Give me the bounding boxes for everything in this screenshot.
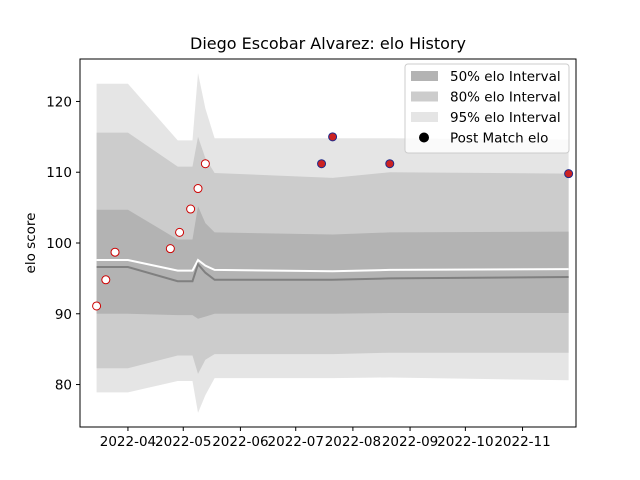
elo-point [317, 159, 327, 169]
band-50-percent [96, 206, 569, 319]
interval-bands [96, 73, 569, 413]
x-tick-label: 2022-05 [155, 434, 211, 450]
y-tick-label: 120 [46, 94, 72, 110]
x-tick-label: 2022-10 [437, 434, 493, 450]
legend-label: 95% elo Interval [450, 110, 561, 126]
elo-point [193, 184, 203, 194]
x-tick-label: 2022-09 [382, 434, 438, 450]
elo-lines [96, 258, 569, 283]
y-tick-label: 80 [55, 378, 72, 394]
y-tick-label: 110 [46, 165, 72, 181]
legend-marker [419, 132, 429, 143]
median-line [96, 262, 569, 283]
y-axis-label: elo score [23, 213, 39, 274]
legend-frame [404, 63, 570, 154]
x-tick-label: 2022-07 [268, 434, 324, 450]
elo-point [186, 204, 196, 214]
elo-point [101, 275, 111, 285]
elo-point [200, 159, 210, 169]
elo-point [165, 244, 175, 254]
x-tick-label: 2022-06 [212, 434, 268, 450]
chart-title: Diego Escobar Alvarez: elo History [190, 34, 466, 53]
y-axis-ticks: 80 90 100 110 120 [46, 94, 80, 394]
x-tick-label: 2022-04 [100, 434, 156, 450]
legend-swatch [411, 71, 438, 81]
legend: 50% elo Interval 80% elo Interval 95% elo … [404, 63, 570, 154]
legend-label: 80% elo Interval [450, 90, 561, 106]
y-tick-label: 90 [55, 307, 72, 323]
x-tick-label: 2022-08 [325, 434, 381, 450]
elo-point [92, 301, 102, 311]
legend-swatch [411, 91, 438, 102]
elo-point [564, 169, 574, 179]
mean-line [96, 258, 569, 273]
post-match-points [92, 132, 574, 311]
x-tick-label: 2022-11 [494, 434, 550, 450]
elo-point [175, 227, 185, 237]
legend-swatch [411, 112, 438, 122]
elo-point [110, 247, 120, 257]
y-tick-label: 100 [46, 236, 72, 252]
legend-label: 50% elo Interval [450, 69, 561, 85]
elo-point [328, 132, 338, 142]
elo-point [385, 159, 395, 169]
legend-label: Post Match elo [450, 131, 548, 147]
